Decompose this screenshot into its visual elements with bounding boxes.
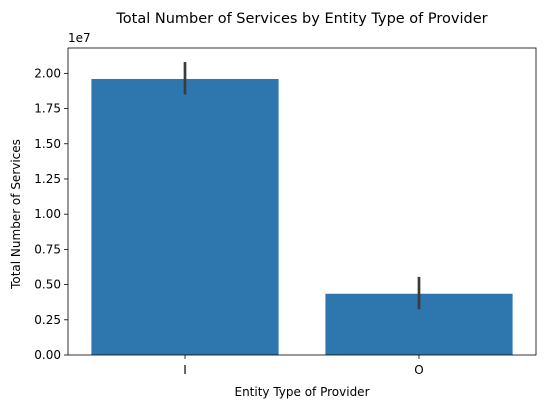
- y-tick-label: 2.00: [34, 66, 61, 80]
- y-tick-label: 0.75: [34, 242, 61, 256]
- y-axis-label: Total Number of Services: [9, 139, 23, 290]
- plot-frame: [67, 47, 537, 356]
- y-tick-label: 1.25: [34, 172, 61, 186]
- y-tick-label: 1.00: [34, 207, 61, 221]
- y-tick-label: 0.25: [34, 313, 61, 327]
- x-tick-label: O: [414, 363, 423, 377]
- bar-I: [91, 78, 279, 355]
- x-tick-label: I: [183, 363, 187, 377]
- y-tick-label: 1.50: [34, 137, 61, 151]
- x-axis-label: Entity Type of Provider: [234, 385, 369, 399]
- chart-title: Total Number of Services by Entity Type …: [115, 11, 487, 27]
- y-tick-label: 0.50: [34, 278, 61, 292]
- y-axis-offset-label: 1e7: [68, 31, 91, 45]
- y-tick-label: 1.75: [34, 102, 61, 116]
- y-tick-label: 0.00: [34, 348, 61, 362]
- plot-area: 0.00 0.25 0.50 0.75 1.00 1.25 1.50 1.75 2.00 I O: [34, 47, 537, 377]
